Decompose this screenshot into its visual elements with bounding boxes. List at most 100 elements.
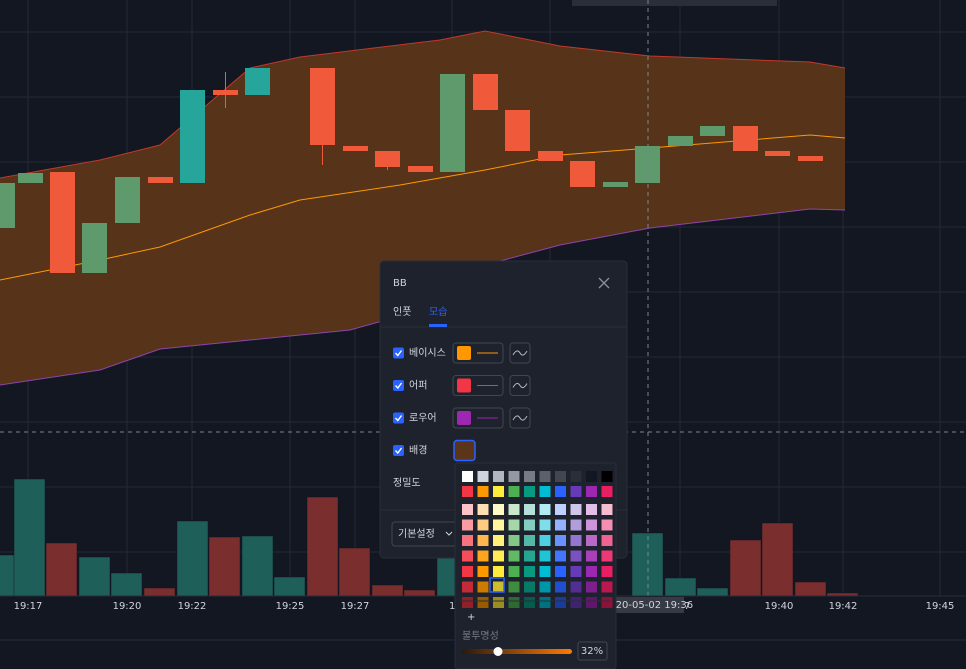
- color-option[interactable]: [508, 597, 520, 608]
- color-option[interactable]: [462, 504, 473, 515]
- close-button[interactable]: [598, 277, 610, 289]
- color-option[interactable]: [555, 504, 566, 515]
- color-option[interactable]: [524, 581, 535, 593]
- color-option[interactable]: [601, 550, 613, 562]
- color-option[interactable]: [462, 597, 473, 608]
- color-option[interactable]: [570, 519, 582, 531]
- color-option[interactable]: [555, 566, 566, 577]
- color-option[interactable]: [493, 581, 504, 593]
- color-option[interactable]: [524, 566, 535, 577]
- color-option[interactable]: [493, 550, 504, 562]
- add-color-button[interactable]: +: [467, 612, 475, 623]
- color-option[interactable]: [570, 471, 582, 482]
- defaults-button-label[interactable]: 기본설정: [398, 528, 435, 540]
- color-button[interactable]: [452, 342, 504, 364]
- color-option[interactable]: [508, 519, 520, 531]
- color-option[interactable]: [539, 550, 551, 562]
- color-option[interactable]: [477, 597, 489, 608]
- color-option[interactable]: [539, 504, 551, 515]
- style-button[interactable]: [509, 407, 531, 429]
- color-button[interactable]: [453, 439, 476, 462]
- color-option[interactable]: [508, 504, 520, 515]
- checkbox[interactable]: [393, 380, 404, 391]
- checkbox[interactable]: [393, 445, 404, 456]
- color-option[interactable]: [508, 471, 520, 482]
- color-option[interactable]: [493, 566, 504, 577]
- color-option[interactable]: [586, 597, 597, 608]
- color-option[interactable]: [555, 519, 566, 531]
- color-option[interactable]: [493, 504, 504, 515]
- color-option[interactable]: [601, 519, 613, 531]
- color-option[interactable]: [570, 535, 582, 546]
- color-option[interactable]: [601, 486, 613, 497]
- color-option[interactable]: [524, 597, 535, 608]
- color-option[interactable]: [586, 550, 597, 562]
- color-option[interactable]: [539, 471, 551, 482]
- color-option[interactable]: [601, 597, 613, 608]
- color-option[interactable]: [493, 597, 504, 608]
- color-option[interactable]: [570, 504, 582, 515]
- color-option[interactable]: [508, 581, 520, 593]
- color-option[interactable]: [524, 535, 535, 546]
- color-option[interactable]: [539, 566, 551, 577]
- color-option[interactable]: [539, 519, 551, 531]
- color-option[interactable]: [601, 566, 613, 577]
- color-option[interactable]: [539, 535, 551, 546]
- color-option[interactable]: [586, 581, 597, 593]
- color-option[interactable]: [539, 597, 551, 608]
- color-option[interactable]: [462, 581, 473, 593]
- color-option[interactable]: [477, 471, 489, 482]
- color-option[interactable]: [493, 519, 504, 531]
- color-option[interactable]: [462, 566, 473, 577]
- color-option[interactable]: [586, 471, 597, 482]
- color-option[interactable]: [586, 486, 597, 497]
- color-option[interactable]: [555, 535, 566, 546]
- color-option[interactable]: [477, 504, 489, 515]
- color-option[interactable]: [508, 550, 520, 562]
- color-option[interactable]: [493, 535, 504, 546]
- color-button[interactable]: [452, 375, 504, 396]
- color-option[interactable]: [555, 581, 566, 593]
- color-option[interactable]: [555, 471, 566, 482]
- color-option[interactable]: [524, 519, 535, 531]
- opacity-value[interactable]: 32%: [581, 646, 603, 657]
- color-option[interactable]: [493, 486, 504, 497]
- tab[interactable]: 인풋: [393, 306, 411, 318]
- color-option[interactable]: [570, 566, 582, 577]
- color-option[interactable]: [477, 486, 489, 497]
- color-option[interactable]: [586, 504, 597, 515]
- color-option[interactable]: [477, 535, 489, 546]
- color-option[interactable]: [508, 486, 520, 497]
- color-option[interactable]: [477, 550, 489, 562]
- color-option[interactable]: [462, 471, 473, 482]
- color-option[interactable]: [570, 597, 582, 608]
- color-button[interactable]: [452, 407, 504, 429]
- checkbox[interactable]: [393, 412, 404, 424]
- color-option[interactable]: [493, 471, 504, 482]
- opacity-slider[interactable]: [462, 649, 572, 654]
- color-option[interactable]: [555, 486, 566, 497]
- color-option[interactable]: [570, 581, 582, 593]
- color-option[interactable]: [508, 566, 520, 577]
- color-option[interactable]: [570, 550, 582, 562]
- color-option[interactable]: [524, 486, 535, 497]
- color-option[interactable]: [462, 519, 473, 531]
- style-button[interactable]: [509, 375, 531, 396]
- tab-active[interactable]: 모습: [429, 306, 447, 318]
- color-option[interactable]: [462, 486, 473, 497]
- color-option[interactable]: [586, 566, 597, 577]
- color-option[interactable]: [462, 535, 473, 546]
- color-option[interactable]: [462, 550, 473, 562]
- checkbox[interactable]: [393, 347, 404, 359]
- color-option[interactable]: [570, 486, 582, 497]
- color-option[interactable]: [601, 581, 613, 593]
- color-option[interactable]: [555, 550, 566, 562]
- color-option[interactable]: [508, 535, 520, 546]
- style-button[interactable]: [509, 342, 531, 364]
- color-option[interactable]: [539, 486, 551, 497]
- color-option[interactable]: [586, 519, 597, 531]
- color-option[interactable]: [477, 519, 489, 531]
- color-option[interactable]: [601, 471, 613, 482]
- color-option[interactable]: [601, 535, 613, 546]
- slider-thumb[interactable]: [493, 647, 503, 656]
